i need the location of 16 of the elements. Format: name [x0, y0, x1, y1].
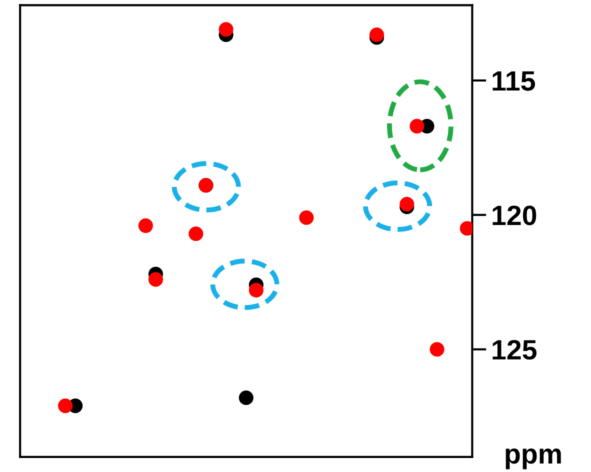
y-axis-title: ppm [506, 448, 561, 470]
point [410, 118, 424, 134]
point [218, 22, 234, 37]
point [248, 282, 264, 298]
point [430, 342, 444, 357]
y-tick-label: 115 [492, 71, 536, 91]
point [400, 196, 414, 212]
point [369, 27, 384, 42]
y-tick-label: 120 [492, 206, 536, 226]
point [188, 226, 204, 242]
point [58, 398, 73, 414]
point [138, 218, 153, 233]
y-tick-label: 125 [492, 340, 537, 360]
point [299, 210, 314, 225]
point [148, 272, 164, 287]
point [238, 390, 254, 406]
